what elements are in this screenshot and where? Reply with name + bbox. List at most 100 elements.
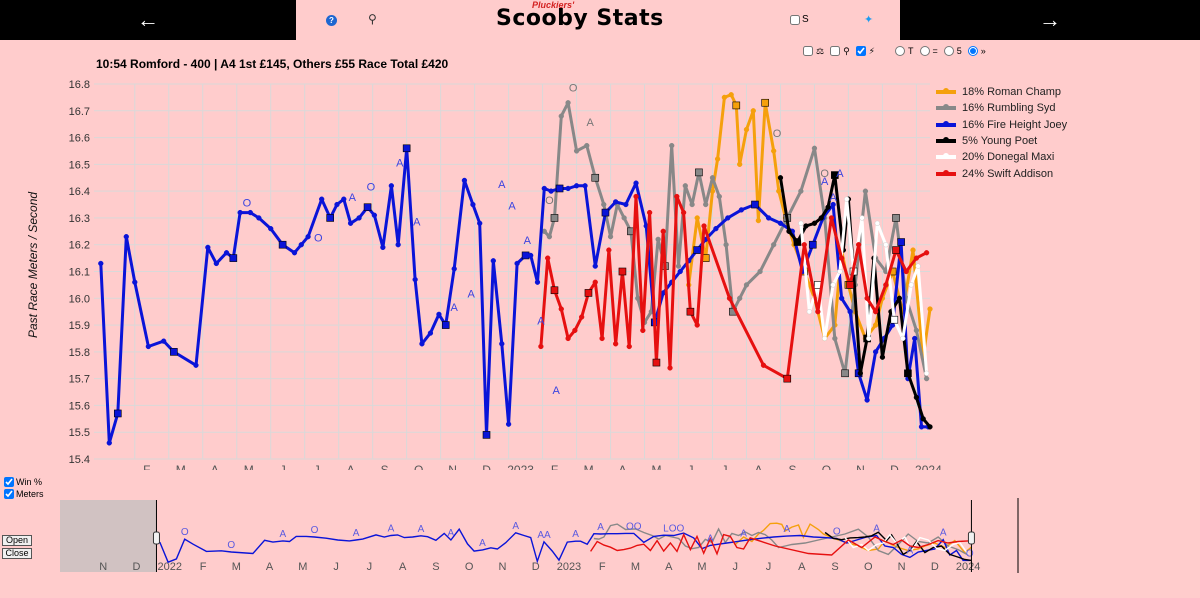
open-button[interactable]: Open	[2, 535, 32, 546]
data-point	[380, 244, 386, 251]
data-point	[534, 279, 541, 285]
legend-item-donegal-maxi[interactable]: 20% Donegal Maxi	[936, 149, 1067, 165]
data-point	[872, 309, 879, 315]
data-point	[830, 282, 836, 288]
main-chart[interactable]: 15.4 15.5 15.6 15.7 15.8 15.9 16.0 16.1 16.2 16.3…	[0, 0, 1200, 470]
win-pct-checkbox[interactable]	[4, 477, 14, 487]
forward-button[interactable]: →	[900, 0, 1200, 40]
legend-item-rumbling-syd[interactable]: 16% Rumbling Syd	[936, 100, 1067, 116]
data-point	[750, 108, 756, 114]
data-point	[205, 244, 211, 251]
point-annotation: A	[498, 179, 506, 191]
data-point	[694, 322, 700, 328]
scale-checkbox[interactable]	[803, 46, 813, 56]
legend-swatch	[936, 120, 956, 127]
legend-label: 18% Roman Champ	[962, 86, 1062, 99]
overview-tick-label: N	[498, 561, 506, 573]
overview-tick-label: A	[665, 561, 673, 573]
data-point	[247, 209, 253, 216]
arrow-left-icon: ←	[137, 7, 159, 32]
option-radio-5[interactable]	[943, 46, 954, 56]
twitter-icon[interactable]: ✦	[864, 14, 874, 26]
data-point	[837, 268, 843, 275]
data-point	[573, 148, 580, 154]
data-point	[305, 234, 311, 240]
overview-tick-label: 2022	[158, 561, 182, 573]
overview-marker-label: A	[707, 533, 714, 544]
point-annotation: A	[508, 200, 516, 212]
data-point	[584, 142, 590, 149]
data-point	[892, 214, 900, 222]
meters-checkbox[interactable]	[4, 489, 14, 499]
data-point	[923, 375, 930, 382]
overview-marker-label: A	[873, 524, 880, 535]
data-point	[395, 242, 401, 248]
legend-item-fire-height-joey[interactable]: 16% Fire Height Joey	[936, 117, 1067, 133]
data-point	[777, 175, 784, 181]
legend-item-swift-addison[interactable]: 24% Swift Addison	[936, 165, 1067, 181]
point-annotation: A	[451, 302, 459, 314]
x-tick-label: N	[856, 463, 865, 470]
data-point	[846, 281, 854, 289]
overview-marker-label: A	[418, 524, 425, 535]
data-point	[686, 307, 695, 316]
overview-marker-label: O	[311, 525, 319, 536]
data-point	[721, 94, 728, 101]
data-point	[573, 183, 580, 189]
data-point	[723, 242, 729, 248]
data-point	[737, 161, 743, 168]
y-tick-label: 16.4	[69, 186, 90, 198]
data-point	[565, 185, 571, 192]
data-point	[451, 266, 457, 272]
data-point	[815, 309, 821, 315]
data-point	[558, 113, 564, 119]
x-tick-label: M	[244, 463, 254, 470]
meters-toggle[interactable]: Meters	[4, 488, 44, 500]
help-icon[interactable]: ?	[326, 15, 337, 26]
overview-handle	[152, 531, 160, 545]
data-point	[347, 220, 354, 226]
win-pct-toggle[interactable]: Win %	[4, 476, 44, 488]
data-point	[565, 100, 571, 106]
close-button[interactable]: Close	[2, 548, 32, 559]
data-point	[703, 201, 709, 208]
s-checkbox-input[interactable]	[790, 14, 800, 25]
s-checkbox[interactable]: S	[790, 14, 809, 25]
option-radio-chevron[interactable]	[967, 46, 978, 56]
point-annotation: O	[314, 232, 323, 244]
point-annotation: O	[243, 198, 252, 210]
data-point	[499, 341, 505, 347]
data-point	[538, 343, 544, 350]
bolt-checkbox[interactable]	[855, 46, 866, 56]
data-point	[818, 215, 824, 221]
option-radio-t[interactable]	[895, 46, 905, 56]
data-point	[755, 217, 762, 224]
point-annotation: A	[396, 157, 404, 169]
data-point	[601, 208, 610, 217]
back-button[interactable]: ←	[0, 0, 296, 40]
data-point	[841, 369, 849, 378]
overview-marker-label: A	[783, 524, 790, 535]
y-tick-label: 15.7	[69, 374, 90, 386]
legend-item-roman-champ[interactable]: 18% Roman Champ	[936, 84, 1067, 100]
overview-tick-label: J	[367, 561, 373, 573]
data-point	[626, 343, 632, 350]
data-point	[859, 215, 865, 221]
data-point	[801, 242, 807, 248]
overview-marker-label: O	[833, 527, 841, 538]
data-point	[545, 255, 551, 261]
legend-label: 24% Swift Addison	[962, 167, 1054, 180]
overview-marker-label: A	[353, 528, 360, 539]
overview-tick-label: N	[99, 561, 107, 573]
data-point	[461, 177, 468, 184]
data-point	[743, 282, 750, 288]
trophy-checkbox[interactable]	[830, 46, 841, 56]
data-point	[923, 250, 930, 256]
data-point	[541, 185, 547, 192]
data-point	[655, 236, 661, 243]
legend-item-young-poet[interactable]: 5% Young Poet	[936, 133, 1067, 149]
overview-series-line	[844, 533, 969, 555]
option-radio-eq[interactable]	[919, 46, 930, 56]
trophy-icon[interactable]: ⚲	[368, 12, 377, 26]
